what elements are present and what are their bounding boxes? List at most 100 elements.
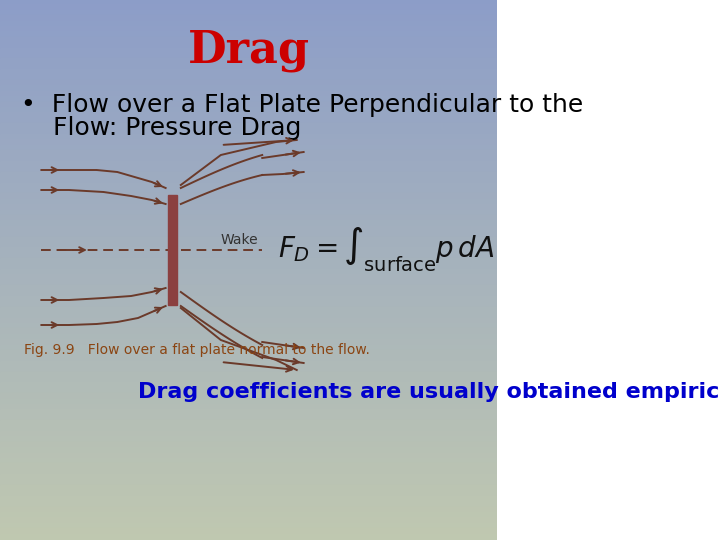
- Bar: [0, 166, 497, 173]
- Bar: [0, 58, 497, 65]
- Bar: [0, 523, 497, 529]
- Bar: [0, 112, 497, 119]
- Bar: [0, 64, 497, 70]
- Bar: [0, 280, 497, 286]
- Bar: [0, 480, 497, 486]
- Bar: [0, 415, 497, 421]
- Bar: [0, 436, 497, 443]
- Bar: [0, 53, 497, 59]
- Bar: [0, 334, 497, 340]
- Bar: [0, 134, 497, 140]
- Bar: [0, 442, 497, 448]
- Bar: [0, 91, 497, 97]
- Bar: [0, 42, 497, 49]
- Bar: [0, 75, 497, 81]
- Bar: [0, 69, 497, 76]
- Bar: [0, 339, 497, 346]
- Bar: [0, 37, 497, 43]
- Bar: [0, 31, 497, 38]
- Bar: [0, 447, 497, 454]
- Bar: [0, 361, 497, 367]
- Bar: [0, 323, 497, 329]
- Bar: [0, 372, 497, 378]
- Bar: [0, 296, 497, 302]
- Bar: [0, 474, 497, 481]
- Bar: [168, 195, 176, 305]
- Bar: [0, 237, 497, 243]
- Bar: [0, 301, 497, 308]
- Bar: [0, 177, 497, 184]
- Bar: [0, 307, 497, 313]
- Bar: [0, 48, 497, 54]
- Bar: [0, 328, 497, 335]
- Bar: [0, 350, 497, 356]
- Bar: [0, 210, 497, 216]
- Bar: [0, 150, 497, 157]
- Bar: [0, 188, 497, 194]
- Bar: [0, 10, 497, 16]
- Text: $F_D = \int_{\mathrm{surface}} p\, dA$: $F_D = \int_{\mathrm{surface}} p\, dA$: [279, 226, 495, 274]
- Bar: [0, 193, 497, 200]
- Bar: [0, 534, 497, 540]
- Bar: [0, 366, 497, 373]
- Text: Drag: Drag: [187, 29, 310, 71]
- Text: Wake: Wake: [221, 233, 258, 247]
- Bar: [0, 215, 497, 221]
- Bar: [0, 199, 497, 205]
- Bar: [0, 0, 497, 5]
- Bar: [0, 490, 497, 497]
- Bar: [0, 453, 497, 459]
- Bar: [0, 145, 497, 151]
- Bar: [0, 4, 497, 11]
- Bar: [0, 161, 497, 167]
- Bar: [0, 85, 497, 92]
- Bar: [0, 355, 497, 362]
- Text: •  Flow over a Flat Plate Perpendicular to the: • Flow over a Flat Plate Perpendicular t…: [21, 93, 583, 117]
- Bar: [0, 291, 497, 297]
- Bar: [0, 507, 497, 513]
- Bar: [0, 247, 497, 254]
- Bar: [0, 21, 497, 27]
- Bar: [0, 388, 497, 394]
- Bar: [0, 226, 497, 232]
- Bar: [0, 426, 497, 432]
- Bar: [0, 431, 497, 437]
- Bar: [0, 496, 497, 502]
- Bar: [0, 399, 497, 405]
- Bar: [0, 404, 497, 410]
- Bar: [0, 156, 497, 162]
- Bar: [0, 512, 497, 518]
- Bar: [0, 204, 497, 211]
- Bar: [0, 463, 497, 470]
- Bar: [0, 15, 497, 22]
- Bar: [0, 409, 497, 416]
- Bar: [0, 377, 497, 383]
- Bar: [0, 183, 497, 189]
- Bar: [0, 420, 497, 427]
- Bar: [0, 485, 497, 491]
- Bar: [0, 458, 497, 464]
- Bar: [0, 231, 497, 238]
- Bar: [0, 517, 497, 524]
- Bar: [0, 382, 497, 389]
- Bar: [0, 26, 497, 32]
- Bar: [0, 469, 497, 475]
- Bar: [0, 242, 497, 248]
- Bar: [0, 139, 497, 146]
- Bar: [0, 129, 497, 135]
- Bar: [0, 274, 497, 281]
- Bar: [0, 528, 497, 535]
- Bar: [0, 253, 497, 259]
- Bar: [0, 258, 497, 265]
- Bar: [0, 269, 497, 275]
- Text: Drag coefficients are usually obtained empirically: Drag coefficients are usually obtained e…: [138, 382, 720, 402]
- Bar: [0, 96, 497, 103]
- Bar: [0, 123, 497, 130]
- Bar: [0, 312, 497, 319]
- Bar: [0, 393, 497, 400]
- Bar: [0, 80, 497, 86]
- Bar: [0, 118, 497, 124]
- Bar: [0, 264, 497, 270]
- Text: Flow: Pressure Drag: Flow: Pressure Drag: [21, 116, 301, 140]
- Bar: [0, 285, 497, 292]
